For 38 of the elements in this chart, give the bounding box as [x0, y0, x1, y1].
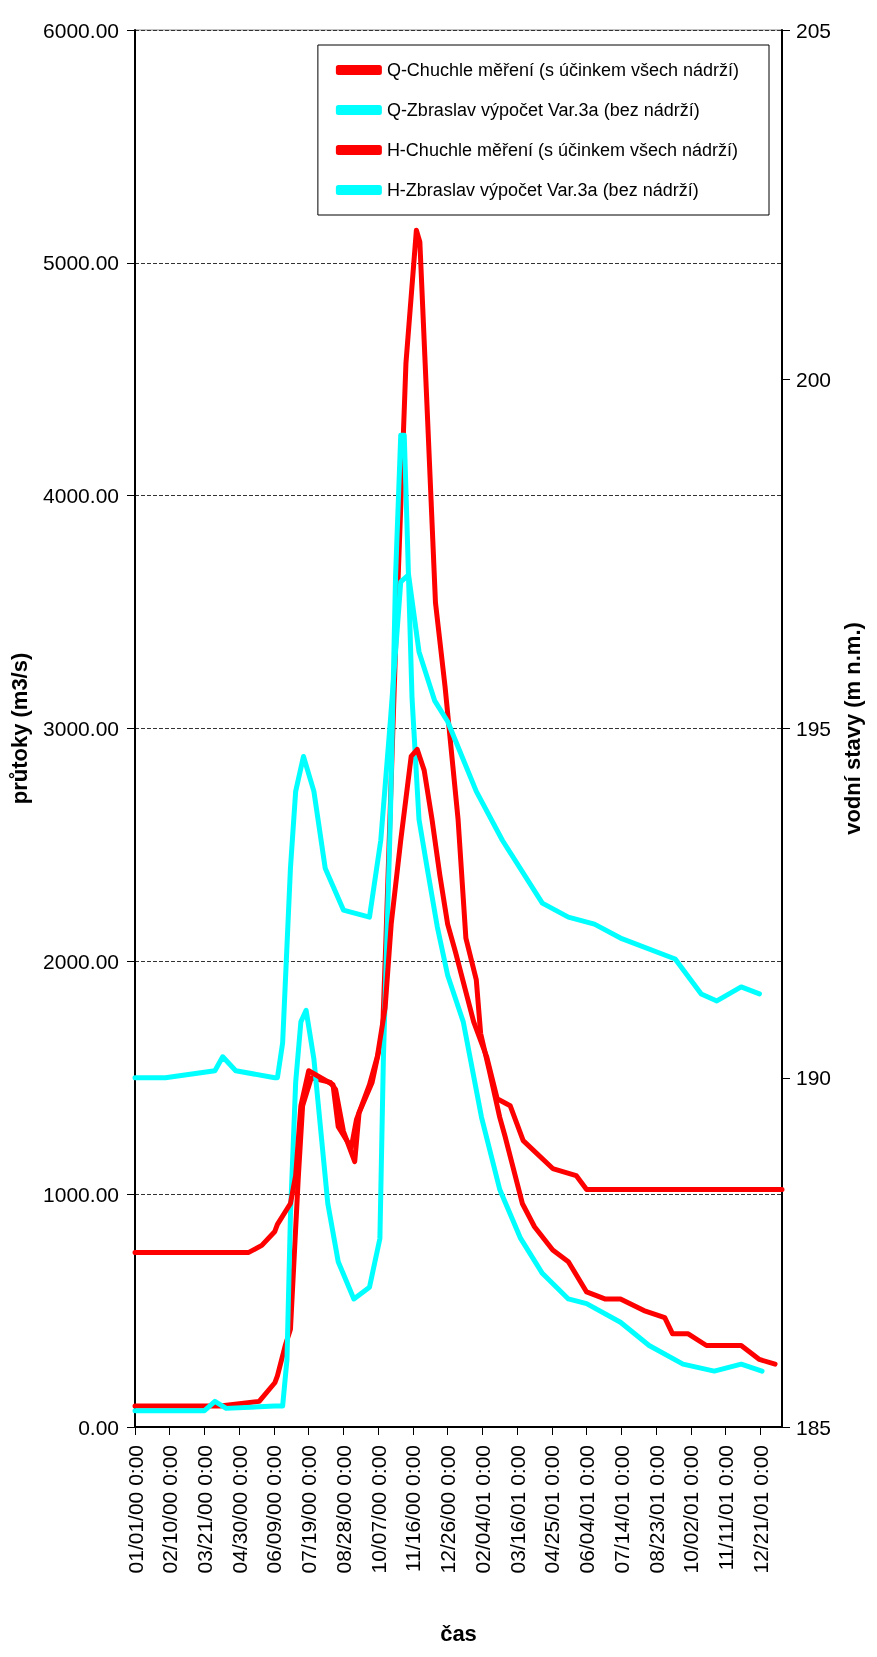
x-tick-label: 04/30/00 0:00	[227, 1445, 251, 1574]
x-tick-label: 02/10/00 0:00	[158, 1445, 182, 1574]
legend-label: H-Chuchle měření (s účinkem všech nádrží)	[386, 140, 738, 160]
y-tick-label: 2000.00	[43, 949, 119, 973]
y2-tick-label: 190	[796, 1066, 832, 1090]
y-tick-label: 0.00	[78, 1415, 119, 1439]
x-tick-label: 06/09/00 0:00	[262, 1445, 286, 1574]
legend-label: H-Zbraslav výpočet Var.3a (bez nádrží)	[386, 180, 699, 200]
x-tick-label: 03/16/01 0:00	[505, 1445, 529, 1574]
x-tick-label: 07/14/01 0:00	[609, 1445, 633, 1574]
x-tick-label: 08/23/01 0:00	[644, 1445, 668, 1574]
x-tick-label: 10/02/01 0:00	[679, 1445, 703, 1574]
x-tick-label: 12/26/00 0:00	[436, 1445, 460, 1574]
legend-label: Q-Zbraslav výpočet Var.3a (bez nádrží)	[386, 100, 700, 120]
y2-tick-label: 195	[796, 717, 832, 740]
x-tick-label: 10/07/00 0:00	[366, 1445, 390, 1574]
x-tick-label: 07/19/00 0:00	[297, 1445, 321, 1574]
y2-tick-label: 185	[796, 1415, 832, 1439]
y-tick-label: 1000.00	[43, 1182, 119, 1206]
x-tick-label: 01/01/00 0:00	[123, 1445, 147, 1574]
y-axis-title: průtoky (m3/s)	[6, 652, 32, 805]
y-tick-label: 4000.00	[43, 484, 119, 508]
y-tick-label: 5000.00	[43, 251, 119, 275]
x-tick-label: 03/21/00 0:00	[192, 1445, 216, 1574]
y2-axis-title: vodní stavy (m n.m.)	[840, 622, 866, 835]
y-tick-label: 6000.00	[43, 18, 119, 42]
y-tick-label: 3000.00	[43, 717, 119, 740]
x-tick-label: 12/21/01 0:00	[748, 1445, 772, 1574]
x-tick-label: 06/04/01 0:00	[575, 1445, 599, 1574]
x-tick-label: 04/25/01 0:00	[540, 1445, 564, 1574]
x-axis-title: čas	[440, 1620, 477, 1646]
x-tick-label: 11/11/01 0:00	[714, 1445, 738, 1571]
x-tick-label: 02/04/01 0:00	[470, 1445, 494, 1574]
y2-tick-label: 200	[796, 367, 832, 391]
legend-label: Q-Chuchle měření (s účinkem všech nádrží)	[386, 60, 739, 80]
y2-tick-label: 205	[796, 18, 832, 42]
x-tick-label: 08/28/00 0:00	[331, 1445, 355, 1574]
x-tick-label: 11/16/00 0:00	[401, 1445, 425, 1572]
